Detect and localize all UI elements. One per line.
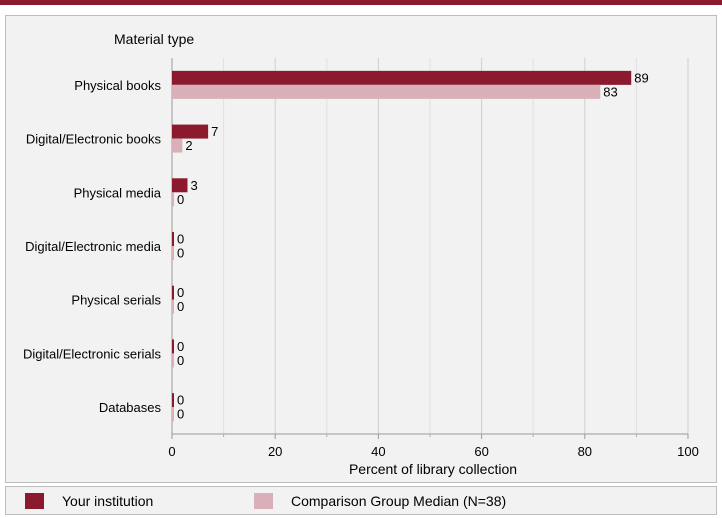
data-label-your-institution-physical-media: 3 (190, 178, 197, 193)
legend-label-your-institution: Your institution (62, 493, 154, 509)
bar-your-institution-physical-serials (172, 285, 174, 300)
category-label-digital-electronic-books: Digital/Electronic books (26, 132, 162, 147)
category-axis-title: Material type (114, 31, 194, 47)
data-label-your-institution-digital-electronic-serials: 0 (177, 339, 184, 354)
data-label-comparison-physical-books: 83 (603, 84, 617, 99)
category-label-physical-media: Physical media (74, 185, 162, 200)
bar-your-institution-physical-books (172, 70, 632, 85)
legend-item-comparison: Comparison Group Median (N=38) (254, 493, 506, 509)
x-axis-title: Percent of library collection (349, 461, 517, 477)
data-label-comparison-databases: 0 (177, 407, 184, 422)
data-label-your-institution-physical-serials: 0 (177, 285, 184, 300)
data-label-your-institution-databases: 0 (177, 393, 184, 408)
data-label-comparison-digital-electronic-serials: 0 (177, 353, 184, 368)
legend-swatch-your-institution (25, 493, 44, 509)
x-tick-label: 60 (474, 444, 488, 459)
data-label-your-institution-digital-electronic-media: 0 (177, 232, 184, 247)
category-label-databases: Databases (99, 400, 162, 415)
category-label-physical-books: Physical books (74, 78, 161, 93)
bar-your-institution-digital-electronic-books (172, 124, 209, 139)
data-label-comparison-digital-electronic-books: 2 (185, 138, 192, 153)
bar-your-institution-digital-electronic-media (172, 232, 174, 246)
bar-chart: Material type Percent of library collect… (23, 31, 699, 477)
data-label-comparison-physical-media: 0 (177, 192, 184, 207)
bar-comparison-digital-electronic-serials (172, 353, 174, 368)
bar-your-institution-digital-electronic-serials (172, 339, 174, 354)
chart-panel: Material type Percent of library collect… (5, 15, 717, 483)
legend-item-your-institution: Your institution (25, 493, 153, 509)
x-tick-label: 20 (268, 444, 282, 459)
bar-your-institution-databases (172, 393, 174, 408)
category-label-physical-serials: Physical serials (71, 293, 161, 308)
x-tick-label: 0 (168, 444, 175, 459)
header-accent-bar (0, 0, 722, 5)
category-label-digital-electronic-media: Digital/Electronic media (25, 239, 162, 254)
bar-comparison-digital-electronic-books (172, 138, 183, 153)
bar-comparison-physical-media (172, 192, 174, 207)
category-label-digital-electronic-serials: Digital/Electronic serials (23, 346, 161, 361)
data-label-your-institution-digital-electronic-books: 7 (211, 124, 218, 139)
data-label-your-institution-physical-books: 89 (634, 70, 648, 85)
bar-your-institution-physical-media (172, 178, 188, 193)
x-tick-label: 100 (677, 444, 699, 459)
data-label-comparison-physical-serials: 0 (177, 299, 184, 314)
bar-comparison-digital-electronic-media (172, 246, 174, 260)
legend-label-comparison: Comparison Group Median (N=38) (291, 493, 507, 509)
legend: Your institution Comparison Group Median… (5, 486, 717, 515)
x-tick-label: 40 (371, 444, 385, 459)
legend-swatch-comparison (254, 493, 273, 509)
bar-comparison-databases (172, 407, 174, 422)
data-label-comparison-digital-electronic-media: 0 (177, 246, 184, 261)
x-tick-label: 80 (578, 444, 592, 459)
bar-comparison-physical-serials (172, 299, 174, 314)
bar-comparison-physical-books (172, 84, 601, 99)
